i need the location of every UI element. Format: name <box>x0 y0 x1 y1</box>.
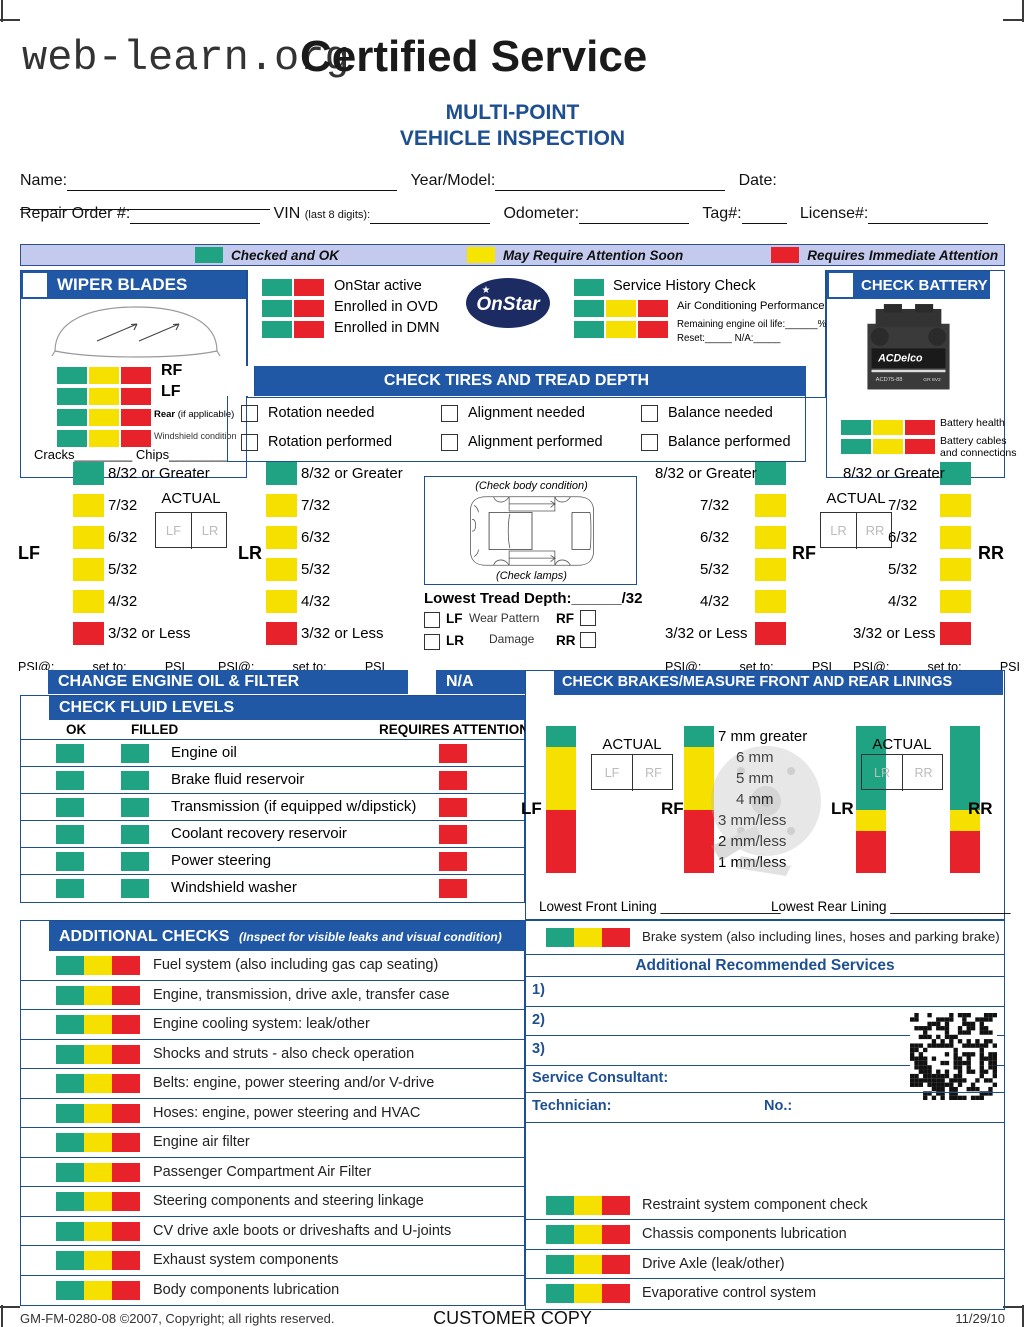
svg-text:ACDelco: ACDelco <box>877 353 923 365</box>
svg-text:ACD75-88: ACD75-88 <box>876 377 903 383</box>
svg-text:OnStar: OnStar <box>476 294 541 315</box>
svg-text:★: ★ <box>482 285 491 296</box>
svg-text:GR 8V2: GR 8V2 <box>923 377 941 383</box>
